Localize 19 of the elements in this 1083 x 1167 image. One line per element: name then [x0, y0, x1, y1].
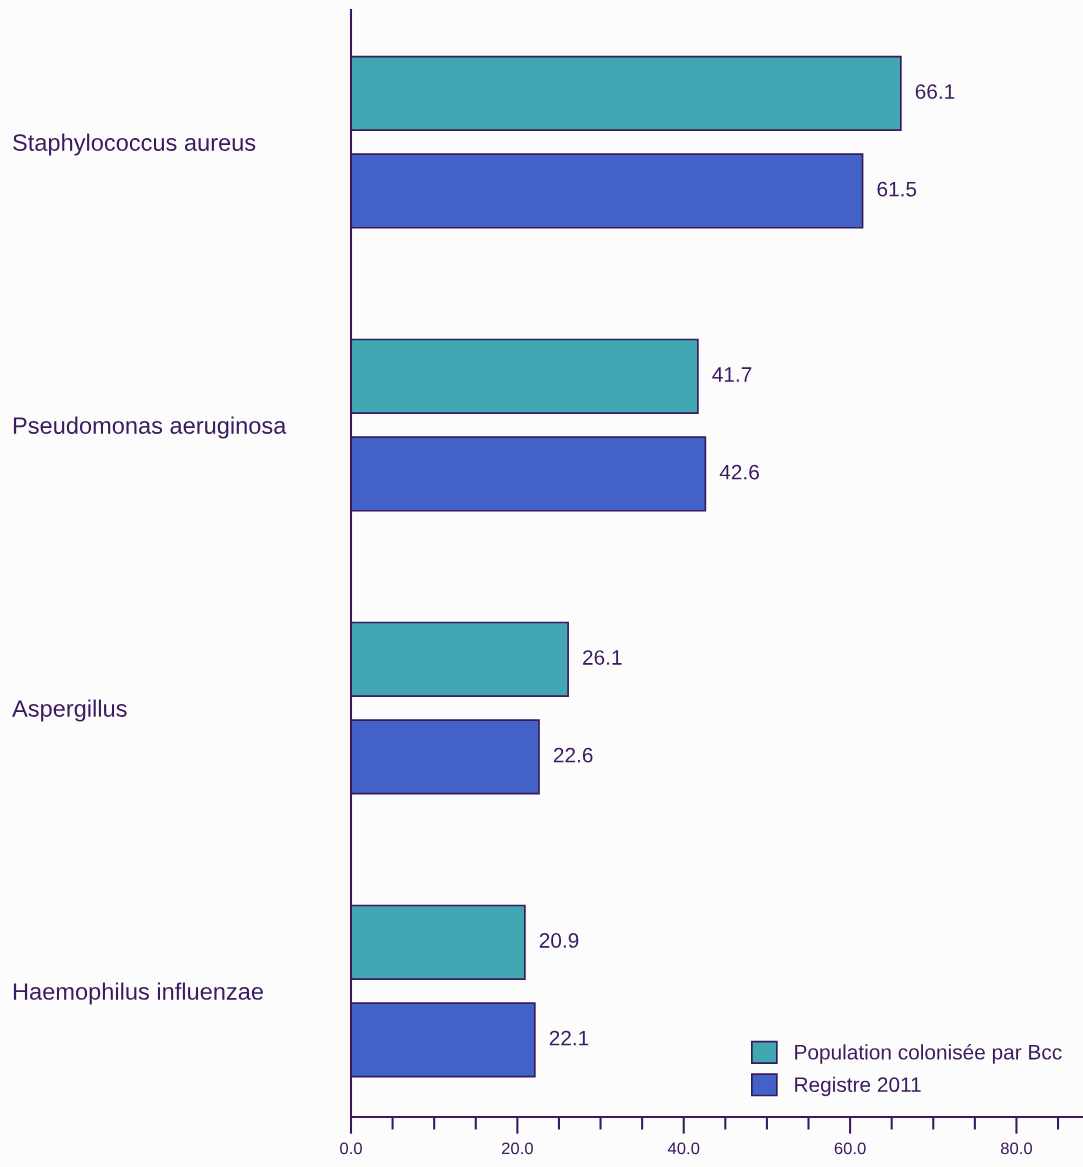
y-tick-label: Aspergillus	[12, 699, 127, 722]
y-tick-label: Staphylococcus aureus	[13, 133, 256, 156]
x-tick-label: 20.0	[501, 1142, 533, 1155]
data-label: 20.9	[539, 933, 579, 948]
data-label: 22.6	[553, 747, 593, 763]
data-label: 22.1	[549, 1030, 589, 1046]
data-label: 26.1	[583, 650, 622, 665]
data-label: 66.1	[915, 84, 955, 99]
legend-label: Registre 2011	[795, 1076, 921, 1097]
x-tick-label: 80.0	[1000, 1142, 1033, 1155]
y-tick-label: Pseudomonas aeruginosa	[13, 416, 287, 439]
y-tick-label: Haemophilus influenzae	[13, 982, 263, 1005]
x-tick-label: 40.0	[667, 1142, 700, 1155]
legend-label: Population colonisée par Bcc	[795, 1044, 1062, 1064]
x-tick-label: 60.0	[834, 1142, 866, 1155]
data-label: 61.5	[877, 181, 917, 197]
data-label: 42.6	[719, 464, 759, 480]
data-label: 41.7	[712, 367, 752, 382]
x-tick-label: 0.0	[340, 1142, 362, 1155]
